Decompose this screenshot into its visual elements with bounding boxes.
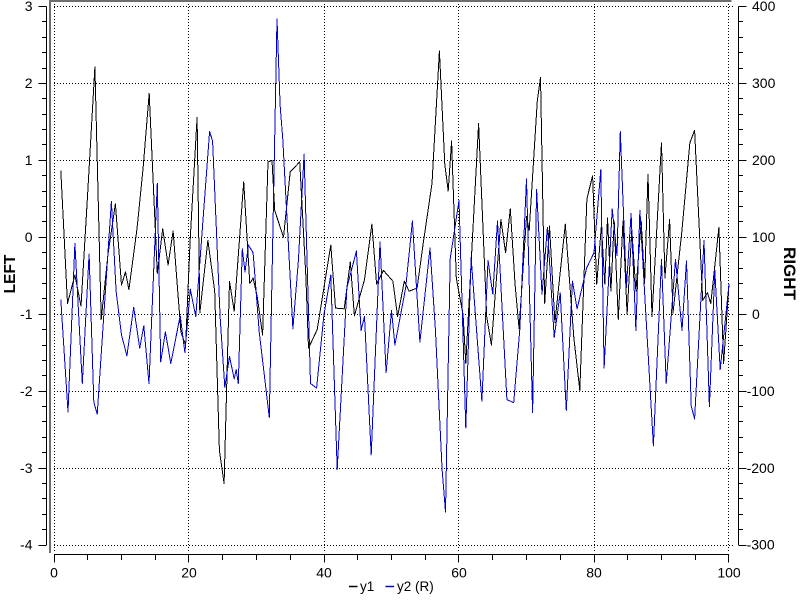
- svg-text:20: 20: [181, 565, 197, 581]
- svg-text:400: 400: [752, 0, 776, 14]
- svg-text:-1: -1: [20, 306, 33, 322]
- svg-text:40: 40: [316, 565, 332, 581]
- svg-text:-4: -4: [20, 537, 33, 553]
- svg-text:2: 2: [25, 75, 33, 91]
- svg-text:-300: -300: [747, 537, 775, 553]
- svg-text:RIGHT: RIGHT: [780, 247, 799, 301]
- svg-text:300: 300: [752, 75, 776, 91]
- svg-text:-3: -3: [20, 460, 33, 476]
- svg-text:1: 1: [25, 152, 33, 168]
- svg-text:80: 80: [586, 565, 602, 581]
- svg-text:LEFT: LEFT: [2, 254, 19, 293]
- svg-text:100: 100: [752, 229, 776, 245]
- svg-text:3: 3: [25, 0, 33, 14]
- svg-text:0: 0: [752, 306, 760, 322]
- svg-text:100: 100: [717, 565, 741, 581]
- svg-text:0: 0: [25, 229, 33, 245]
- svg-text:-200: -200: [747, 460, 775, 476]
- svg-text:y1: y1: [360, 579, 374, 594]
- svg-text:-2: -2: [20, 383, 33, 399]
- svg-text:60: 60: [451, 565, 467, 581]
- svg-text:-100: -100: [747, 383, 775, 399]
- svg-text:0: 0: [50, 565, 58, 581]
- svg-text:200: 200: [752, 152, 776, 168]
- svg-text:y2 (R): y2 (R): [397, 579, 434, 594]
